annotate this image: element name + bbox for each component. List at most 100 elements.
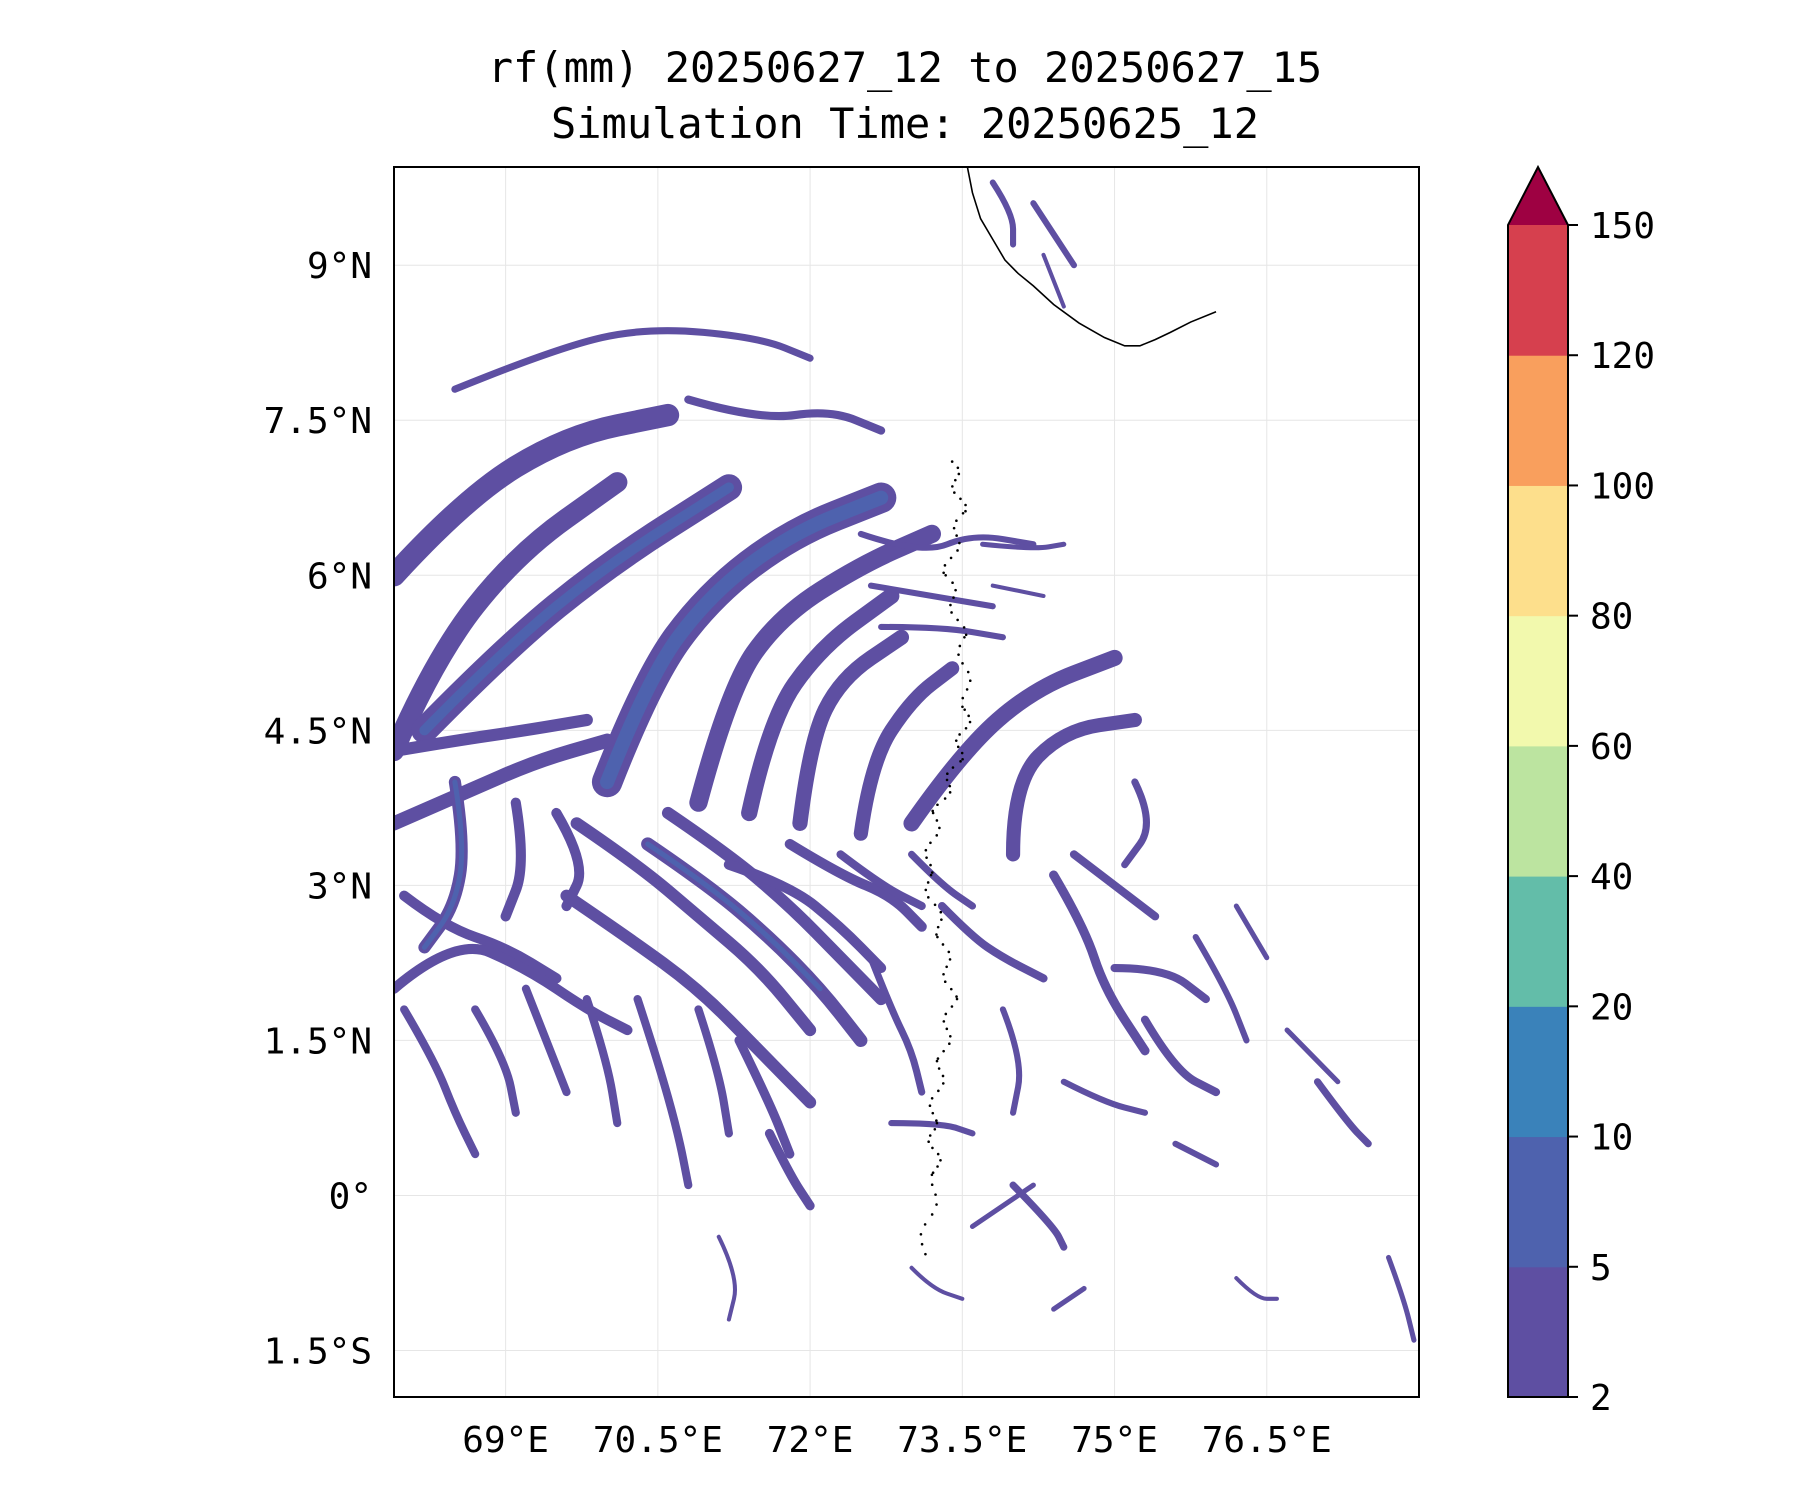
rain-band bbox=[421, 779, 465, 950]
rain-band bbox=[645, 841, 823, 992]
island-dot bbox=[952, 596, 955, 599]
rain-band bbox=[633, 994, 693, 1190]
colorbar-extend-arrow bbox=[1508, 167, 1568, 225]
island-dot bbox=[949, 556, 953, 560]
rain-band bbox=[1051, 1285, 1087, 1312]
rain-band bbox=[1140, 1015, 1221, 1097]
figure-title-line2: Simulation Time: 20250625_12 bbox=[551, 99, 1259, 148]
y-tick-label: 1.5°S bbox=[264, 1331, 372, 1372]
colorbar-tick-label: 120 bbox=[1590, 336, 1655, 377]
colorbar-segment bbox=[1508, 876, 1568, 1007]
island-dot bbox=[930, 1096, 934, 1100]
rain-band bbox=[394, 403, 680, 587]
colorbar-segment bbox=[1508, 1266, 1568, 1398]
island-dot bbox=[941, 1074, 945, 1078]
island-dot bbox=[943, 564, 947, 567]
island-dot bbox=[960, 751, 964, 755]
island-dot bbox=[959, 497, 962, 501]
india-coastline bbox=[966, 167, 1217, 347]
rain-band bbox=[764, 1128, 815, 1211]
rain-band bbox=[394, 472, 628, 762]
island-dot bbox=[924, 848, 928, 852]
rain-band bbox=[980, 541, 1067, 551]
island-dot bbox=[945, 1027, 949, 1031]
y-tick-label: 0° bbox=[329, 1176, 372, 1217]
rain-band bbox=[560, 889, 817, 1109]
island-dot bbox=[955, 997, 959, 1001]
rain-band bbox=[716, 1234, 738, 1322]
colorbar-outline bbox=[1507, 164, 1569, 1398]
rain-band bbox=[1386, 1254, 1417, 1343]
island-dot bbox=[935, 819, 939, 822]
island-dot bbox=[951, 766, 955, 769]
rain-band bbox=[600, 490, 889, 790]
island-dot bbox=[931, 1171, 935, 1175]
colorbar-tick-label: 60 bbox=[1590, 727, 1633, 768]
island-dot bbox=[967, 714, 970, 718]
x-tick-label: 73.5°E bbox=[897, 1420, 1027, 1461]
island-dot bbox=[937, 1089, 940, 1093]
rain-band bbox=[1069, 850, 1160, 921]
island-dot bbox=[963, 635, 966, 639]
island-dot bbox=[919, 1233, 923, 1236]
colorbar-segment bbox=[1508, 225, 1568, 356]
island-dot bbox=[950, 611, 953, 614]
island-dot bbox=[929, 841, 932, 845]
maldives-islands bbox=[919, 460, 972, 1256]
rain-band bbox=[784, 838, 927, 932]
y-tick-label: 6°N bbox=[307, 556, 372, 597]
island-dot bbox=[962, 626, 966, 629]
island-dot bbox=[926, 881, 930, 884]
island-dot bbox=[956, 745, 960, 749]
rain-band bbox=[394, 713, 593, 758]
island-dot bbox=[936, 1165, 939, 1168]
rain-band bbox=[451, 327, 814, 393]
island-dot bbox=[958, 644, 962, 648]
island-dot bbox=[961, 705, 964, 709]
island-dot bbox=[935, 1121, 939, 1125]
island-dot bbox=[939, 910, 943, 914]
island-dot bbox=[935, 1059, 939, 1063]
colorbar-tick-label: 150 bbox=[1590, 206, 1655, 247]
island-dot bbox=[964, 633, 968, 637]
rain-band bbox=[969, 1182, 1036, 1229]
island-dot bbox=[961, 662, 964, 665]
island-dot bbox=[947, 950, 951, 954]
island-dot bbox=[955, 534, 958, 537]
island-dot bbox=[959, 760, 962, 763]
island-dot bbox=[950, 460, 954, 463]
island-dot bbox=[964, 726, 968, 730]
rain-band bbox=[400, 1005, 480, 1159]
island-dot bbox=[925, 856, 928, 859]
y-tick-label: 7.5°N bbox=[264, 401, 372, 442]
rain-band bbox=[836, 850, 926, 911]
island-dot bbox=[936, 1152, 940, 1156]
rain-band bbox=[1049, 870, 1150, 1056]
rain-band bbox=[419, 482, 734, 736]
island-dot bbox=[965, 688, 969, 691]
island-dot bbox=[954, 739, 958, 742]
island-dot bbox=[949, 603, 952, 607]
y-tick-label: 1.5°N bbox=[264, 1021, 372, 1062]
rain-band bbox=[741, 587, 900, 822]
island-dot bbox=[936, 925, 940, 929]
rain-band bbox=[909, 1265, 965, 1301]
island-dot bbox=[939, 1159, 942, 1162]
island-dot bbox=[931, 811, 935, 815]
island-dot bbox=[942, 1049, 945, 1053]
rain-band bbox=[723, 859, 887, 974]
colorbar-tick-label: 100 bbox=[1590, 466, 1655, 507]
island-dot bbox=[957, 472, 961, 476]
island-dot bbox=[958, 733, 961, 736]
island-dot bbox=[940, 918, 943, 921]
y-tick-label: 3°N bbox=[307, 866, 372, 907]
island-dot bbox=[966, 670, 970, 674]
island-dot bbox=[944, 573, 947, 577]
rain-band bbox=[878, 623, 1006, 641]
island-dot bbox=[931, 1146, 934, 1150]
island-dot bbox=[943, 980, 947, 983]
rain-band bbox=[394, 733, 615, 831]
island-dot bbox=[920, 1242, 924, 1246]
island-dot bbox=[933, 1127, 937, 1131]
